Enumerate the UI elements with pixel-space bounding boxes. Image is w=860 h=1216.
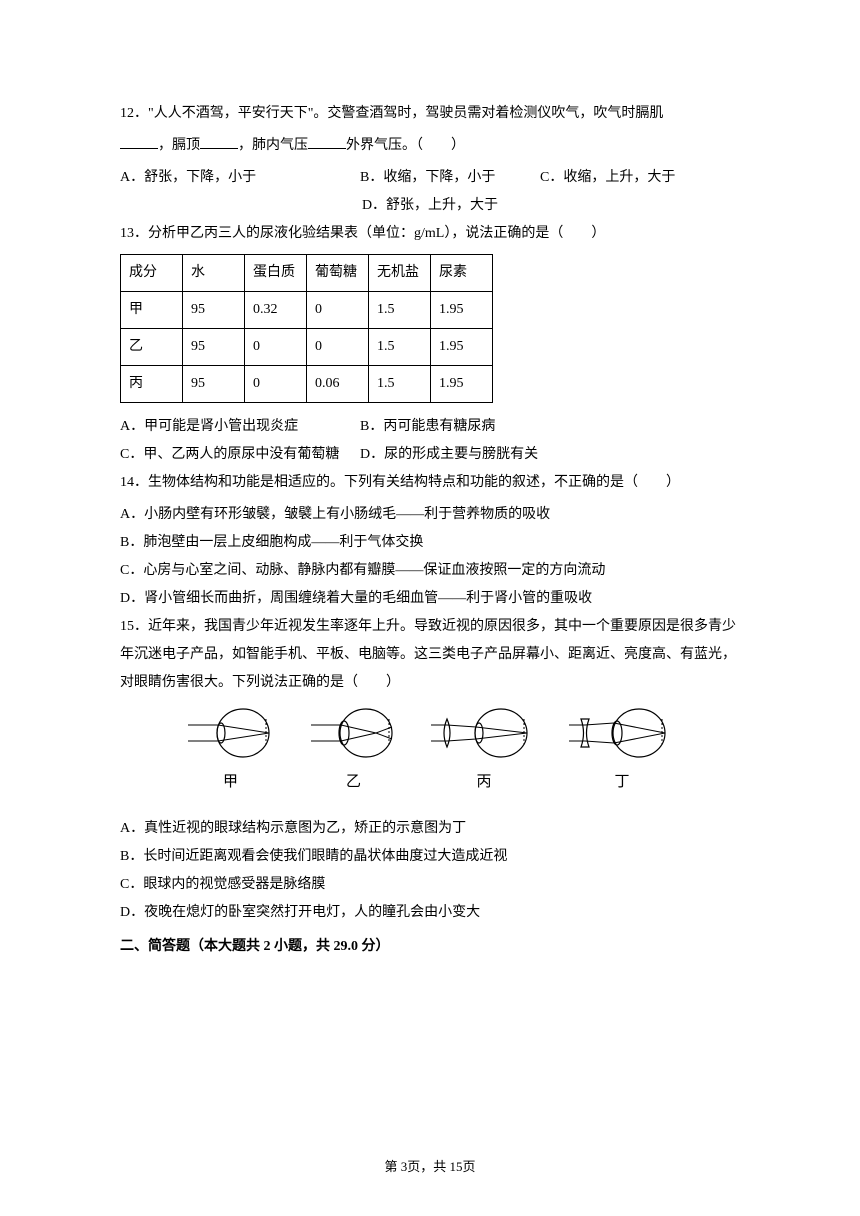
table-cell: 95 [183, 366, 245, 403]
question-text: "人人不酒驾，平安行天下"。交警查酒驾时，驾驶员需对着检测仪吹气，吹气时膈肌 [148, 106, 663, 121]
table-cell: 1.95 [431, 329, 493, 366]
table-cell: 1.95 [431, 292, 493, 329]
question-number: 14． [120, 475, 148, 490]
option-a: A．真性近视的眼球结构示意图为乙，矫正的示意图为丁 [120, 815, 740, 843]
option-c: C．心房与心室之间、动脉、静脉内都有瓣膜——保证血液按照一定的方向流动 [120, 557, 740, 585]
option-c: C．眼球内的视觉感受器是脉络膜 [120, 871, 740, 899]
option-b: B．长时间近距离观看会使我们眼睛的晶状体曲度过大造成近视 [120, 843, 740, 871]
table-cell: 95 [183, 329, 245, 366]
question-13: 13．分析甲乙丙三人的尿液化验结果表（单位：g/mL），说法正确的是（ ） [120, 220, 740, 248]
page-footer: 第 3页，共 15页 [0, 1154, 860, 1180]
eye-diagrams: 甲 乙 丙 [120, 705, 740, 797]
eye-icon [567, 705, 677, 761]
table-header-row: 成分 水 蛋白质 葡萄糖 无机盐 尿素 [121, 255, 493, 292]
option-d: D．夜晚在熄灯的卧室突然打开电灯，人的瞳孔会由小变大 [120, 899, 740, 927]
question-number: 12． [120, 106, 148, 121]
question-12: 12．"人人不酒驾，平安行天下"。交警查酒驾时，驾驶员需对着检测仪吹气，吹气时膈… [120, 100, 740, 128]
question-14: 14．生物体结构和功能是相适应的。下列有关结构特点和功能的叙述，不正确的是（ ） [120, 469, 740, 497]
blank [200, 135, 238, 149]
option-b: B．肺泡壁由一层上皮细胞构成——利于气体交换 [120, 529, 740, 557]
question-15: 15．近年来，我国青少年近视发生率逐年上升。导致近视的原因很多，其中一个重要原因… [120, 613, 740, 697]
option-b: B．丙可能患有糖尿病 [360, 413, 495, 441]
option-d: D．尿的形成主要与膀胱有关 [360, 441, 538, 469]
option-c: C．甲、乙两人的原尿中没有葡萄糖 [120, 441, 360, 469]
option-a: A．小肠内壁有环形皱襞，皱襞上有小肠绒毛——利于营养物质的吸收 [120, 501, 740, 529]
eye-icon [306, 705, 401, 761]
q12-option-d: D．舒张，上升，大于 [120, 192, 740, 220]
table-cell: 0 [307, 329, 369, 366]
table-cell: 成分 [121, 255, 183, 292]
table-cell: 葡萄糖 [307, 255, 369, 292]
text: 外界气压。（ ） [346, 138, 465, 153]
option-a: A．甲可能是肾小管出现炎症 [120, 413, 360, 441]
eye-diagram-ding: 丁 [567, 705, 677, 797]
table-row: 乙 95 0 0 1.5 1.95 [121, 329, 493, 366]
eye-icon [183, 705, 278, 761]
eye-diagram-bing: 丙 [429, 705, 539, 797]
blank [308, 135, 346, 149]
question-number: 15． [120, 619, 148, 634]
table-cell: 0 [307, 292, 369, 329]
table-cell: 乙 [121, 329, 183, 366]
table-cell: 95 [183, 292, 245, 329]
eye-label: 丙 [476, 774, 491, 790]
question-12-cont: ，膈顶 ，肺内气压 外界气压。（ ） [120, 132, 740, 160]
table-cell: 1.95 [431, 366, 493, 403]
table-cell: 0.32 [245, 292, 307, 329]
table-cell: 蛋白质 [245, 255, 307, 292]
option-d: D．肾小管细长而曲折，周围缠绕着大量的毛细血管——利于肾小管的重吸收 [120, 585, 740, 613]
q13-opts-row2: C．甲、乙两人的原尿中没有葡萄糖 D．尿的形成主要与膀胱有关 [120, 441, 740, 469]
question-text: 分析甲乙丙三人的尿液化验结果表（单位：g/mL），说法正确的是（ ） [148, 226, 605, 241]
table-cell: 0 [245, 329, 307, 366]
table-cell: 甲 [121, 292, 183, 329]
eye-label: 甲 [223, 774, 238, 790]
question-text: 近年来，我国青少年近视发生率逐年上升。导致近视的原因很多，其中一个重要原因是很多… [120, 619, 736, 690]
eye-icon [429, 705, 539, 761]
eye-diagram-yi: 乙 [306, 705, 401, 797]
q12-options-row1: A．舒张，下降，小于 B．收缩，下降，小于 C．收缩，上升，大于 [120, 164, 740, 192]
eye-label: 乙 [346, 774, 361, 790]
option-a: A．舒张，下降，小于 [120, 164, 360, 192]
table-cell: 1.5 [369, 292, 431, 329]
table-cell: 0 [245, 366, 307, 403]
eye-label: 丁 [614, 774, 629, 790]
text: ，肺内气压 [238, 138, 308, 153]
q13-opts-row1: A．甲可能是肾小管出现炎症 B．丙可能患有糖尿病 [120, 413, 740, 441]
table-cell: 1.5 [369, 329, 431, 366]
option-c: C．收缩，上升，大于 [540, 164, 675, 192]
text: ，膈顶 [158, 138, 200, 153]
table-cell: 尿素 [431, 255, 493, 292]
table-cell: 0.06 [307, 366, 369, 403]
option-b: B．收缩，下降，小于 [360, 164, 540, 192]
q13-table: 成分 水 蛋白质 葡萄糖 无机盐 尿素 甲 95 0.32 0 1.5 1.95… [120, 254, 493, 403]
eye-diagram-jia: 甲 [183, 705, 278, 797]
table-row: 丙 95 0 0.06 1.5 1.95 [121, 366, 493, 403]
table-cell: 1.5 [369, 366, 431, 403]
table-cell: 水 [183, 255, 245, 292]
table-row: 甲 95 0.32 0 1.5 1.95 [121, 292, 493, 329]
section-2-title: 二、简答题（本大题共 2 小题，共 29.0 分） [120, 933, 740, 961]
question-text: 生物体结构和功能是相适应的。下列有关结构特点和功能的叙述，不正确的是（ ） [148, 475, 680, 490]
question-number: 13． [120, 226, 148, 241]
table-cell: 丙 [121, 366, 183, 403]
blank [120, 135, 158, 149]
table-cell: 无机盐 [369, 255, 431, 292]
